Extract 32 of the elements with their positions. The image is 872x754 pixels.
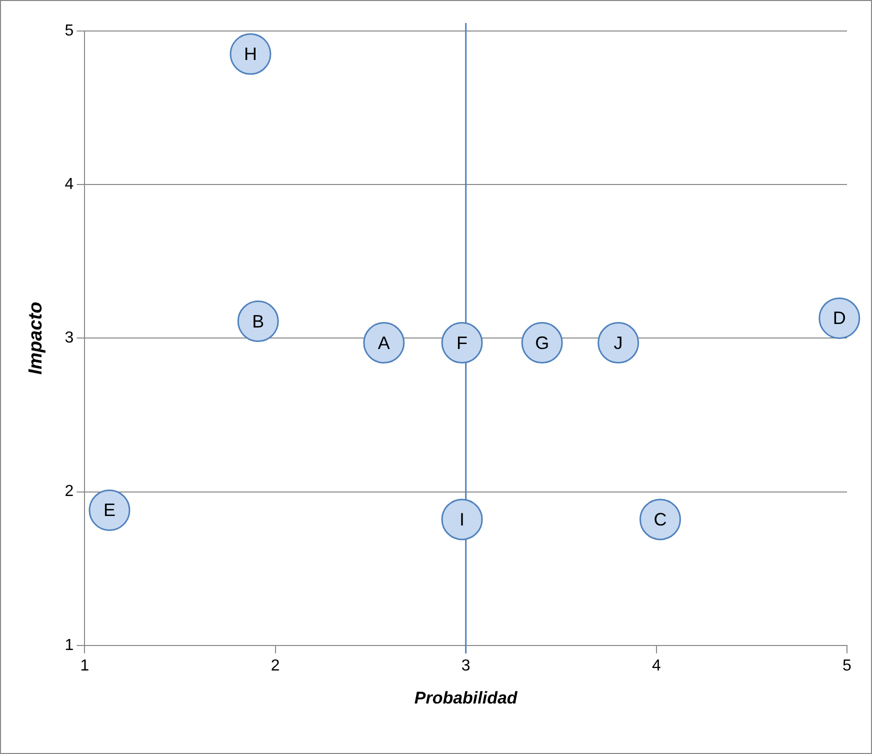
x-tick-label: 3	[461, 657, 470, 674]
y-tick-label: 5	[64, 22, 74, 40]
y-tick-label: 3	[64, 330, 74, 347]
x-axis-title: Probabilidad	[414, 688, 518, 708]
series-label: F	[456, 332, 468, 353]
point	[363, 322, 405, 364]
point	[441, 322, 483, 364]
y-tick-label: 2	[64, 483, 74, 500]
series-label: J	[614, 332, 623, 353]
point	[237, 300, 279, 342]
point	[521, 322, 563, 364]
x-tick-label: 4	[652, 657, 661, 674]
x-tick-label: 5	[842, 657, 852, 674]
point	[598, 322, 640, 364]
point	[639, 498, 681, 540]
point	[818, 297, 860, 339]
y-tick-label: 1	[64, 636, 74, 654]
series-label: C	[654, 509, 667, 530]
x-tick-label: 1	[80, 657, 90, 674]
point	[441, 498, 483, 540]
y-tick-label: 4	[64, 176, 74, 194]
x-tick-label: 2	[270, 657, 280, 674]
series-label: E	[103, 500, 116, 520]
point	[230, 33, 272, 75]
series-label: B	[252, 311, 264, 332]
series-label: I	[460, 509, 465, 530]
series-label: A	[378, 332, 390, 353]
point	[88, 489, 130, 531]
y-axis-title: Impacto	[26, 302, 47, 375]
series-label: H	[244, 44, 257, 64]
series-label: G	[535, 332, 550, 353]
series-label: D	[832, 308, 846, 328]
